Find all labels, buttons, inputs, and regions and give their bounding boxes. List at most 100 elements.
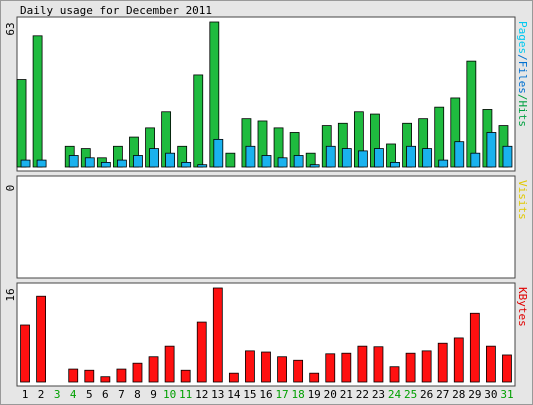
bar xyxy=(453,337,464,383)
bar xyxy=(100,376,111,383)
bar xyxy=(36,159,47,168)
x-tick-label: 16 xyxy=(259,388,272,401)
x-tick-label: 18 xyxy=(292,388,305,401)
bar xyxy=(84,157,95,168)
bar xyxy=(486,345,496,383)
bar xyxy=(293,155,304,168)
x-tick-label: 14 xyxy=(227,388,241,401)
bar xyxy=(374,148,384,168)
bar xyxy=(16,79,27,168)
axis-label-part: Hits xyxy=(516,101,529,128)
bar xyxy=(421,350,432,383)
bar xyxy=(309,372,320,383)
x-tick-label: 8 xyxy=(134,388,141,401)
x-tick-label: 1 xyxy=(22,388,29,401)
bar xyxy=(325,353,336,383)
bar xyxy=(181,161,192,168)
bar xyxy=(406,145,416,168)
bar xyxy=(193,74,204,168)
axis-label-part: Files xyxy=(516,61,529,94)
x-tick-label: 4 xyxy=(70,388,77,401)
bar xyxy=(502,354,512,383)
bar xyxy=(325,145,336,168)
bar xyxy=(68,155,79,168)
panel xyxy=(16,175,516,279)
bar xyxy=(277,157,288,168)
x-tick-label: 3 xyxy=(54,388,61,401)
x-tick-label: 26 xyxy=(420,388,433,401)
bar xyxy=(116,368,127,383)
bar xyxy=(309,164,320,168)
bar xyxy=(100,161,111,168)
bar xyxy=(405,352,416,383)
bar xyxy=(32,35,43,168)
bar xyxy=(212,287,223,383)
x-tick-label: 15 xyxy=(243,388,256,401)
bar xyxy=(148,356,159,383)
x-tick-label: 12 xyxy=(195,388,208,401)
x-tick-label: 11 xyxy=(179,388,192,401)
x-tick-label: 7 xyxy=(118,388,125,401)
x-tick-label: 2 xyxy=(38,388,45,401)
bar xyxy=(133,155,143,168)
axis-label: Pages/Files/Hits xyxy=(516,21,529,127)
bar xyxy=(20,159,31,168)
axis-label-part: Pages xyxy=(516,21,529,54)
axis-label-part: / xyxy=(516,94,529,101)
x-tick-label: 21 xyxy=(340,388,353,401)
bar xyxy=(341,148,352,168)
bar xyxy=(180,369,191,383)
x-tick-label: 10 xyxy=(163,388,176,401)
bar xyxy=(466,60,477,168)
bar xyxy=(502,145,513,168)
x-tick-label: 24 xyxy=(388,388,402,401)
bar xyxy=(261,351,271,383)
axis-label: Visits xyxy=(516,180,529,220)
y-tick-label: 16 xyxy=(4,288,17,301)
bar xyxy=(213,138,224,168)
bar xyxy=(165,152,176,168)
bar xyxy=(197,164,208,168)
bar xyxy=(245,145,256,168)
x-tick-label: 30 xyxy=(484,388,497,401)
bar xyxy=(36,295,46,383)
bar xyxy=(454,141,465,168)
x-tick-label: 20 xyxy=(324,388,337,401)
x-tick-label: 27 xyxy=(436,388,449,401)
bar xyxy=(341,352,352,383)
bar xyxy=(261,155,272,168)
bar xyxy=(68,368,79,383)
bar xyxy=(469,312,480,383)
x-tick-label: 17 xyxy=(275,388,288,401)
bar xyxy=(164,345,175,383)
bar xyxy=(470,152,481,168)
x-tick-label: 5 xyxy=(86,388,93,401)
bar xyxy=(225,152,236,168)
bar xyxy=(20,324,30,383)
x-tick-label: 25 xyxy=(404,388,417,401)
bar xyxy=(84,369,95,383)
y-tick-label: 63 xyxy=(4,22,17,35)
axis-label-part: KBytes xyxy=(516,287,529,327)
x-tick-label: 23 xyxy=(372,388,385,401)
bar xyxy=(438,159,449,168)
x-tick-label: 22 xyxy=(356,388,369,401)
bar xyxy=(132,362,143,383)
bar xyxy=(277,356,287,383)
bar xyxy=(245,350,255,383)
x-tick-label: 28 xyxy=(452,388,465,401)
x-tick-label: 31 xyxy=(500,388,513,401)
bar xyxy=(390,161,400,168)
axis-label: KBytes xyxy=(516,287,529,327)
bar xyxy=(228,372,239,383)
bar xyxy=(486,132,497,168)
axis-label-part: Visits xyxy=(516,180,529,220)
bar xyxy=(293,359,304,383)
bar xyxy=(117,159,127,168)
axis-label-part: / xyxy=(516,54,529,61)
x-tick-label: 9 xyxy=(150,388,157,401)
bar xyxy=(149,148,159,168)
bar xyxy=(434,106,445,168)
x-tick-label: 13 xyxy=(211,388,224,401)
x-tick-label: 29 xyxy=(468,388,481,401)
